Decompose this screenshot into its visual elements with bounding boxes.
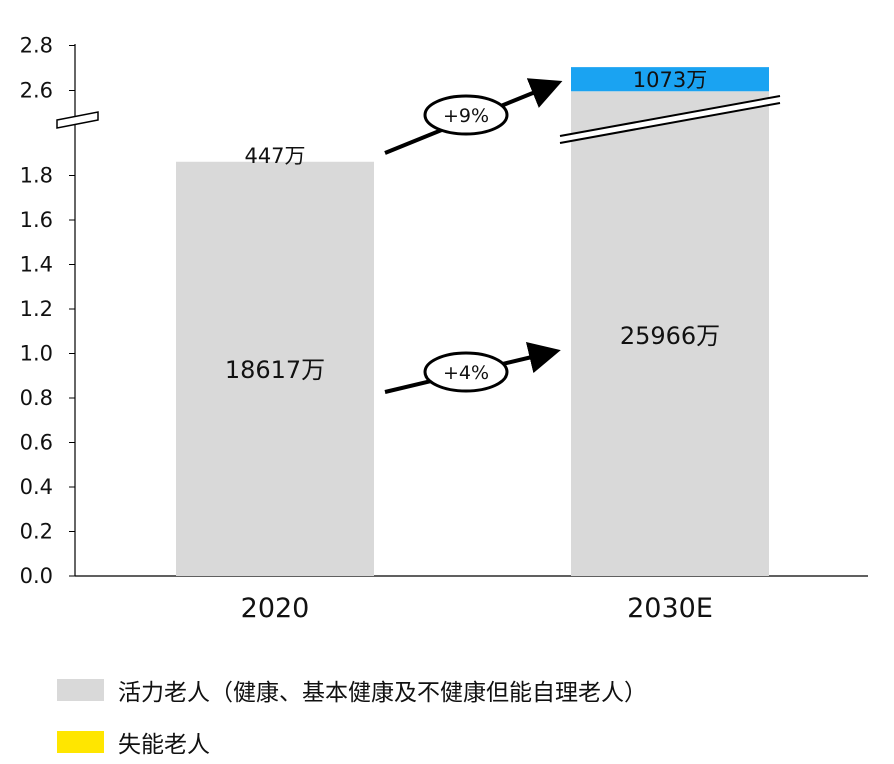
y-tick-label: 0.0	[20, 564, 53, 588]
x-category-label: 2030E	[627, 593, 713, 624]
y-tick-label: 2.8	[20, 34, 53, 58]
bar-disabled-2030E	[571, 67, 769, 92]
y-tick-label: 0.2	[20, 520, 53, 544]
legend-item-disabled-elderly: 失能老人	[57, 725, 210, 759]
data-label: 1073万	[633, 68, 707, 92]
y-tick-label: 1.8	[20, 164, 53, 188]
y-tick-label: 1.0	[20, 342, 53, 366]
bar-break-line-top	[559, 95, 781, 137]
bar-break-gap	[560, 96, 780, 143]
legend-swatch-disabled	[57, 731, 104, 753]
y-tick-label: 0.4	[20, 475, 53, 499]
legend-label-disabled: 失能老人	[118, 732, 210, 758]
bar-break-line-bottom	[559, 102, 781, 144]
x-category-label: 2020	[241, 593, 310, 624]
y-tick-label: 1.6	[20, 208, 53, 232]
data-label: 25966万	[620, 322, 720, 350]
growth-bubble-active	[423, 351, 509, 393]
y-tick-label: 1.2	[20, 297, 53, 321]
y-tick-label: 0.6	[20, 431, 53, 455]
bar-active-2020	[176, 161, 374, 577]
growth-bubble-disabled	[423, 94, 509, 136]
axis-break-marker	[56, 111, 99, 129]
growth-label-active: +4%	[443, 362, 489, 384]
data-label: 18617万	[225, 356, 325, 384]
growth-label-disabled: +9%	[443, 105, 489, 127]
y-tick-label: 2.6	[20, 79, 53, 103]
y-tick-label: 0.8	[20, 386, 53, 410]
legend-item-active-elderly: 活力老人（健康、基本健康及不健康但能自理老人）	[57, 673, 647, 707]
legend-swatch-active	[57, 679, 104, 701]
bar-active-2030E	[571, 91, 769, 576]
y-tick-label: 1.4	[20, 253, 53, 277]
data-label: 447万	[244, 144, 305, 168]
legend-label-active: 活力老人（健康、基本健康及不健康但能自理老人）	[118, 680, 647, 706]
